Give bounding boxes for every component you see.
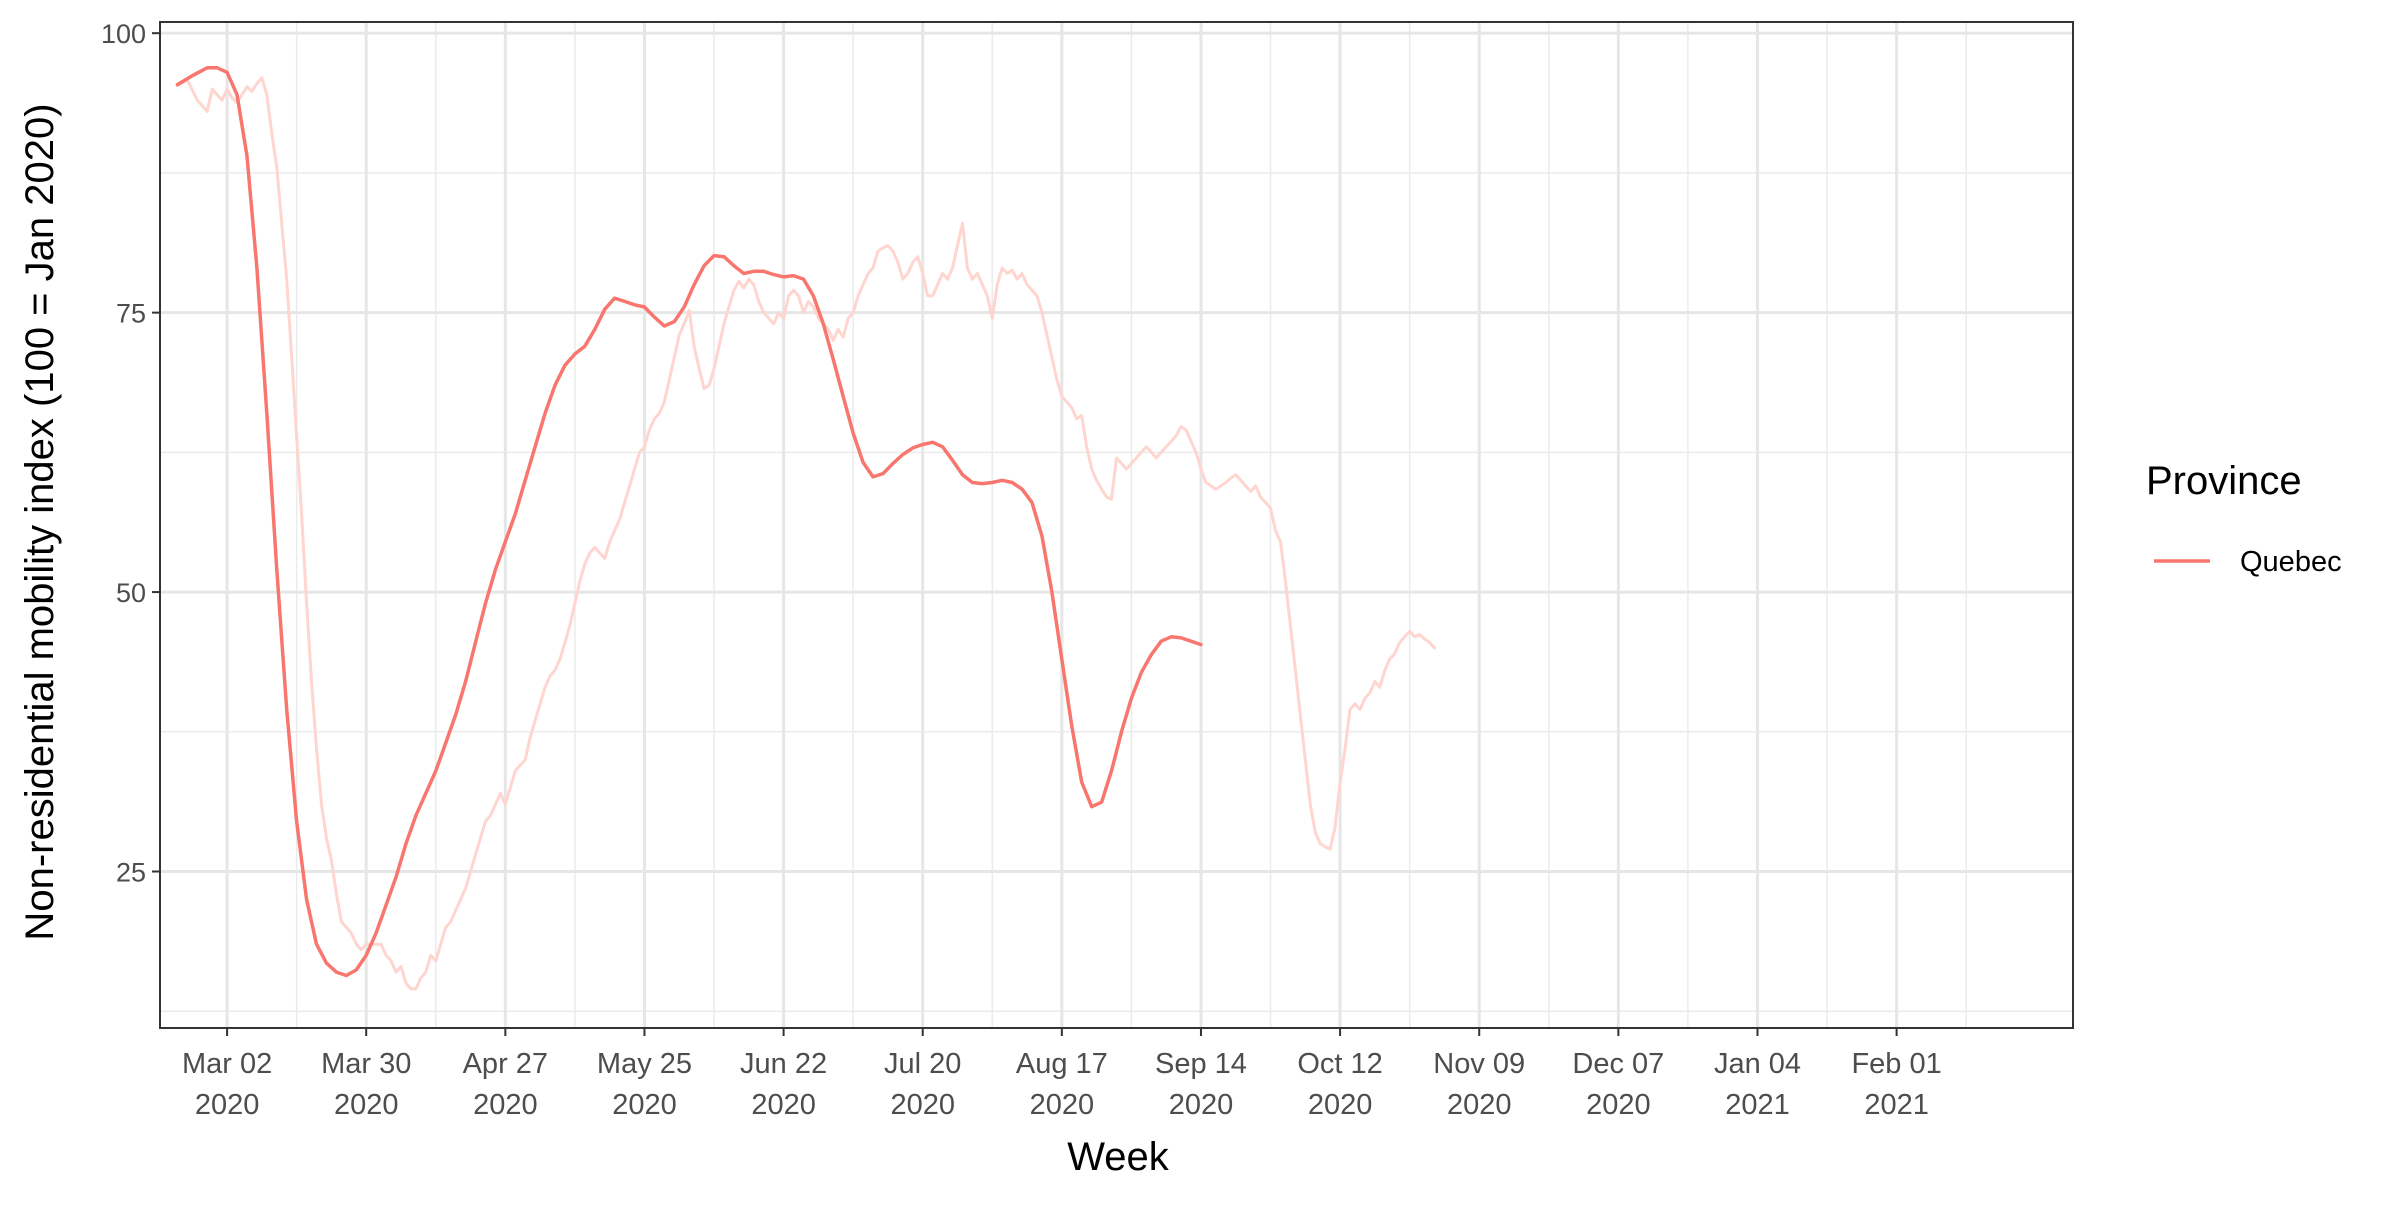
x-tick-year-label: 2020 [1169, 1089, 1234, 1121]
panel-border [159, 21, 2074, 1029]
x-tick-label: Mar 30 [321, 1048, 411, 1080]
x-tick-label: Jul 20 [884, 1048, 961, 1080]
x-tick-year-label: 2020 [1308, 1089, 1373, 1121]
x-tick-label: Mar 02 [182, 1048, 272, 1080]
series-line-quebec-raw [175, 76, 1436, 991]
x-tick-year-label: 2020 [473, 1089, 538, 1121]
x-tick-year-label: 2020 [1447, 1089, 1512, 1121]
y-tick-label: 100 [101, 19, 146, 49]
x-tick-year-label: 2020 [890, 1089, 955, 1121]
x-tick-year-label: 2020 [1586, 1089, 1651, 1121]
x-tick-year-label: 2020 [751, 1089, 816, 1121]
x-tick-year-label: 2021 [1725, 1089, 1790, 1121]
x-tick-year-label: 2020 [612, 1089, 677, 1121]
y-axis-title: Non-residential mobility index (100 = Ja… [18, 103, 62, 940]
x-tick-label: Dec 07 [1572, 1048, 1664, 1080]
y-tick-label: 75 [116, 299, 146, 329]
x-tick-label: Jan 04 [1714, 1048, 1801, 1080]
grid-layer [160, 22, 2073, 1028]
x-tick-label: Jun 22 [740, 1048, 827, 1080]
x-tick-label: Feb 01 [1851, 1048, 1941, 1080]
x-tick-label: May 25 [597, 1048, 692, 1080]
x-axis-title: Week [1067, 1135, 1170, 1179]
y-tick-label: 50 [116, 578, 146, 608]
axis-layer: 25 50 75 100 Mar 02 2020 Mar 30 2020 Apr 27 2020 M… [101, 19, 1942, 1121]
x-tick-year-label: 2021 [1864, 1089, 1929, 1121]
series-line-quebec-smoothed [175, 66, 1203, 978]
x-tick-label: Oct 12 [1297, 1048, 1382, 1080]
x-tick-year-label: 2020 [195, 1089, 260, 1121]
x-tick-label: Apr 27 [463, 1048, 548, 1080]
legend: Province Quebec [2146, 459, 2342, 578]
x-tick-label: Aug 17 [1016, 1048, 1108, 1080]
y-tick-label: 25 [116, 858, 146, 888]
x-tick-label: Sep 14 [1155, 1048, 1247, 1080]
x-tick-year-label: 2020 [334, 1089, 399, 1121]
x-tick-year-label: 2020 [1030, 1089, 1095, 1121]
legend-title: Province [2146, 459, 2302, 503]
series-layer [175, 66, 1436, 991]
legend-label-quebec: Quebec [2240, 546, 2342, 578]
x-tick-label: Nov 09 [1433, 1048, 1525, 1080]
